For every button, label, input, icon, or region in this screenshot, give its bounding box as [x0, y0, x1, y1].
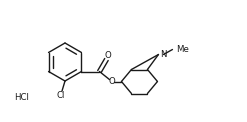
Text: HCl: HCl [14, 92, 29, 102]
Text: N: N [161, 50, 167, 59]
Text: Me: Me [176, 45, 189, 54]
Text: O: O [108, 77, 115, 86]
Text: Cl: Cl [57, 92, 65, 101]
Text: O: O [104, 51, 111, 60]
